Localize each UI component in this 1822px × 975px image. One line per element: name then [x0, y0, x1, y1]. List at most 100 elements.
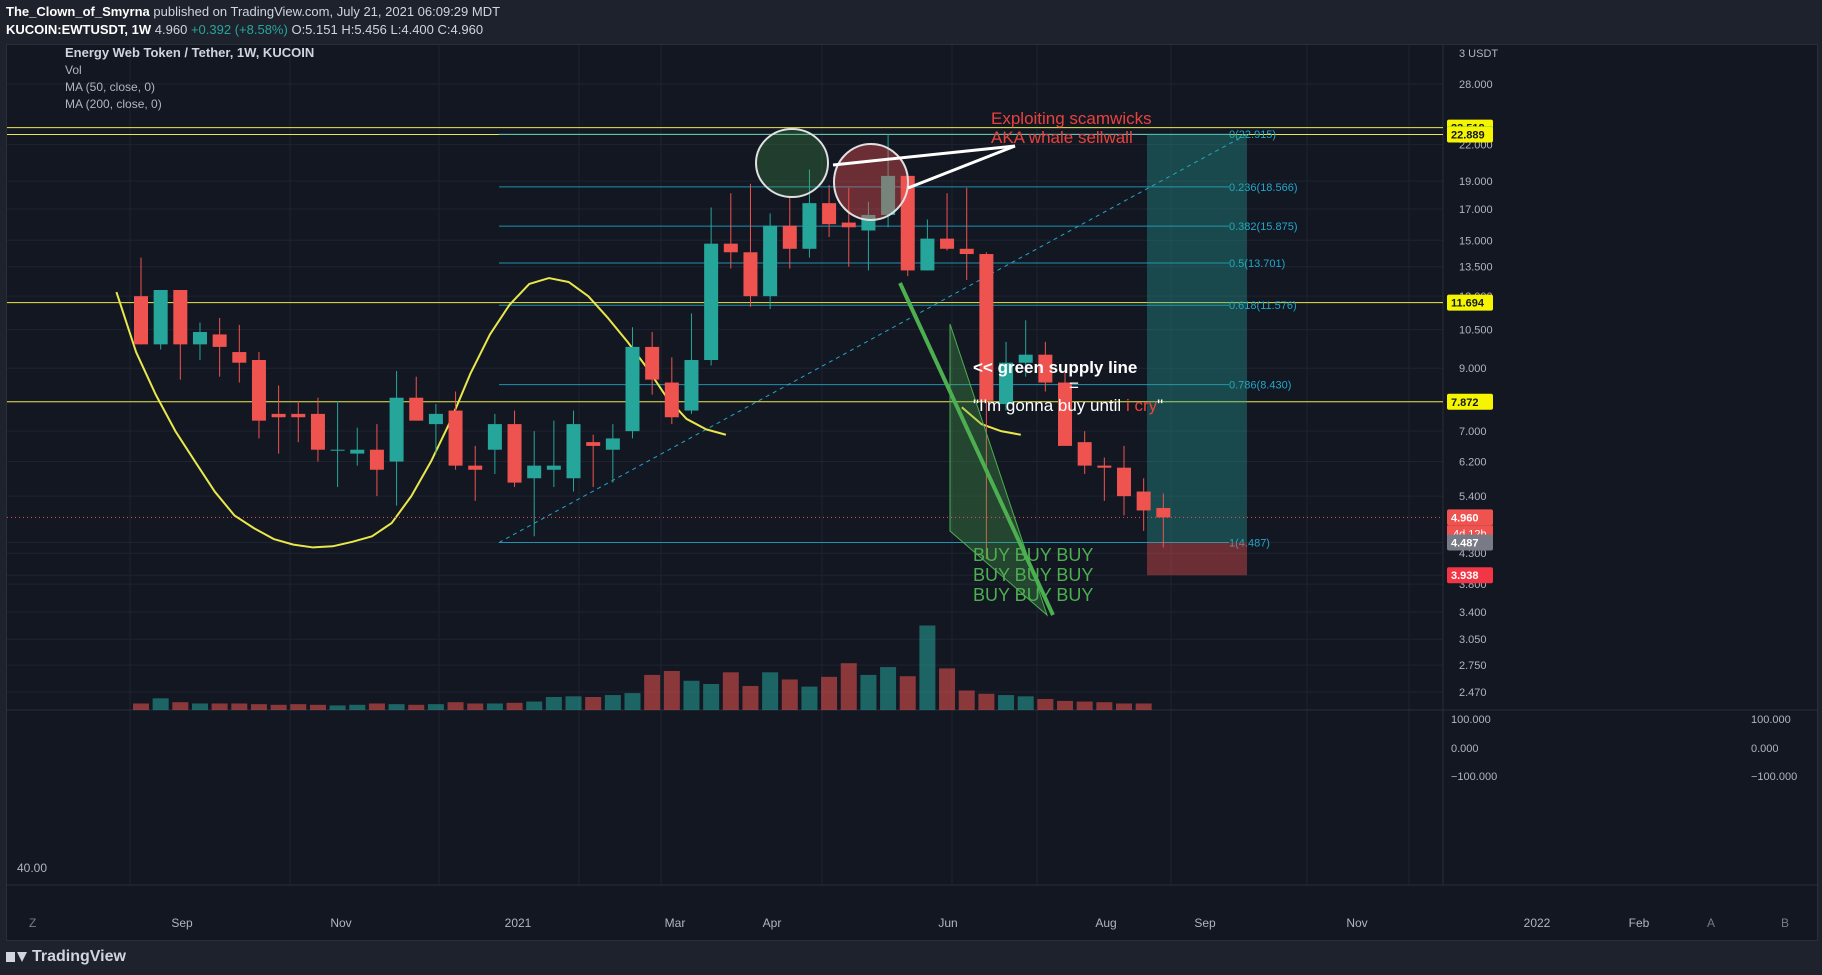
candle-body — [428, 413, 443, 425]
volume-bar — [919, 625, 936, 710]
price-tick-label: 4.300 — [1459, 548, 1487, 560]
volume-bar — [545, 697, 562, 710]
annotation-buy-1: BUY BUY BUY — [973, 545, 1093, 565]
legend-ma200[interactable]: MA (200, close, 0) — [65, 97, 162, 111]
volume-bar — [703, 684, 720, 710]
candle-body — [704, 243, 719, 361]
price-tick-label: 13.500 — [1459, 262, 1493, 274]
corner-a[interactable]: A — [1707, 916, 1715, 930]
chart-frame[interactable]: 0(22.915) 0.236(18.566) 0.382(15.875) 0.5(1… — [6, 44, 1818, 941]
annotation-sellwall: AKA whale sellwall — [991, 128, 1133, 147]
candle-body — [1117, 467, 1131, 497]
chart-svg[interactable]: 0(22.915) 0.236(18.566) 0.382(15.875) 0.5(1… — [7, 45, 1817, 940]
price-label-text: 4.487 — [1451, 538, 1479, 550]
volume-bar — [250, 704, 267, 710]
candle-body — [153, 289, 168, 345]
volume-bar — [191, 703, 208, 710]
legend-title[interactable]: Energy Web Token / Tether, 1W, KUCOIN — [65, 45, 314, 60]
annotation-buy-2: BUY BUY BUY — [973, 565, 1093, 585]
fib-level-label: 0.236(18.566) — [1229, 182, 1298, 194]
pointer-line-1 — [832, 144, 1016, 167]
candle-body — [310, 413, 325, 450]
candle-body — [212, 334, 227, 347]
volume-bar — [762, 672, 779, 710]
volume-bar — [270, 704, 287, 710]
time-axis-label: Feb — [1629, 916, 1650, 930]
candle-body — [389, 397, 404, 462]
volume-bar — [801, 686, 818, 710]
volume-bar — [958, 690, 975, 710]
candle-body — [350, 449, 365, 454]
symbol-label[interactable]: KUCOIN:EWTUSDT, 1W — [6, 22, 152, 37]
volume-bar — [211, 703, 228, 710]
candle-body — [802, 203, 817, 249]
price-tick-label: 6.200 — [1459, 457, 1487, 469]
candle-body — [507, 424, 522, 483]
tradingview-footer[interactable]: TradingView — [6, 946, 126, 968]
price-label-text: 3.938 — [1451, 570, 1479, 582]
time-axis-label: 2022 — [1524, 916, 1551, 930]
annotation-scamwicks: Exploiting scamwicks — [991, 109, 1152, 128]
price-label-text: 4.960 — [1451, 512, 1479, 524]
candle-body — [134, 296, 148, 345]
fib-level-label: 1(4.487) — [1229, 538, 1270, 550]
brand-name: TradingView — [32, 948, 126, 965]
volume-bar — [1076, 701, 1093, 710]
volume-bar — [1116, 703, 1132, 710]
last-price: 4.960 — [154, 22, 188, 37]
legend-vol[interactable]: Vol — [65, 63, 82, 77]
volume-bar — [427, 704, 444, 710]
grid-lines — [7, 45, 1817, 886]
candle-body — [822, 203, 837, 225]
candle-body — [369, 449, 384, 470]
annotation-buy-3: BUY BUY BUY — [973, 585, 1093, 605]
author-name[interactable]: The_Clown_of_Smyrna — [6, 4, 150, 19]
candle-body — [291, 413, 306, 418]
volume-bar — [1096, 702, 1113, 710]
volume-axis-label: 100.000 — [1451, 714, 1491, 726]
candle-body — [645, 346, 660, 380]
time-axis-label: Nov — [330, 916, 351, 930]
corner-b[interactable]: B — [1781, 916, 1789, 930]
legend-ma50[interactable]: MA (50, close, 0) — [65, 80, 155, 94]
candle-body — [1097, 465, 1112, 468]
volume-bar — [1057, 700, 1074, 710]
price-change: +0.392 (+8.58%) — [190, 22, 288, 37]
volume-bar — [329, 705, 346, 710]
candle-body — [1136, 491, 1151, 511]
volume-bar — [565, 696, 582, 710]
moving-average — [115, 277, 1021, 549]
candle-body — [959, 248, 974, 255]
price-tick-label: 3.050 — [1459, 634, 1487, 646]
volume-bar — [663, 671, 680, 710]
price-label-box — [1447, 294, 1493, 311]
tradingview-logo-icon — [6, 950, 27, 964]
highlight-ellipse-red — [833, 143, 909, 221]
pointer-line-2 — [907, 144, 1016, 190]
volume-bar — [290, 704, 307, 710]
volume-bar — [683, 680, 700, 710]
candle-body — [251, 360, 266, 421]
volume-bar — [309, 704, 326, 710]
volume-bar — [821, 676, 838, 710]
candle-body — [1018, 354, 1033, 363]
volume-bar — [998, 695, 1015, 710]
time-axis-label: 2021 — [505, 916, 532, 930]
supply-triangle — [949, 323, 1049, 617]
volume-bar — [585, 697, 602, 710]
volume-bar — [526, 701, 543, 710]
candles — [134, 134, 1171, 560]
position-target-zone — [1147, 134, 1247, 543]
volume-bar — [133, 703, 149, 710]
price-label-text: 22.889 — [1451, 129, 1485, 141]
volume-bar — [860, 674, 877, 710]
price-label-box — [1447, 393, 1493, 410]
candle-body — [409, 397, 424, 421]
price-tick-label: 10.500 — [1459, 325, 1493, 337]
candle-body — [448, 410, 463, 466]
corner-z[interactable]: Z — [29, 916, 36, 930]
symbol-header: KUCOIN:EWTUSDT, 1W 4.960 +0.392 (+8.58%)… — [6, 22, 483, 37]
drawings — [7, 128, 1443, 617]
ohlc-open: O:5.151 — [291, 22, 338, 37]
quote-part-c: " — [1157, 396, 1163, 415]
